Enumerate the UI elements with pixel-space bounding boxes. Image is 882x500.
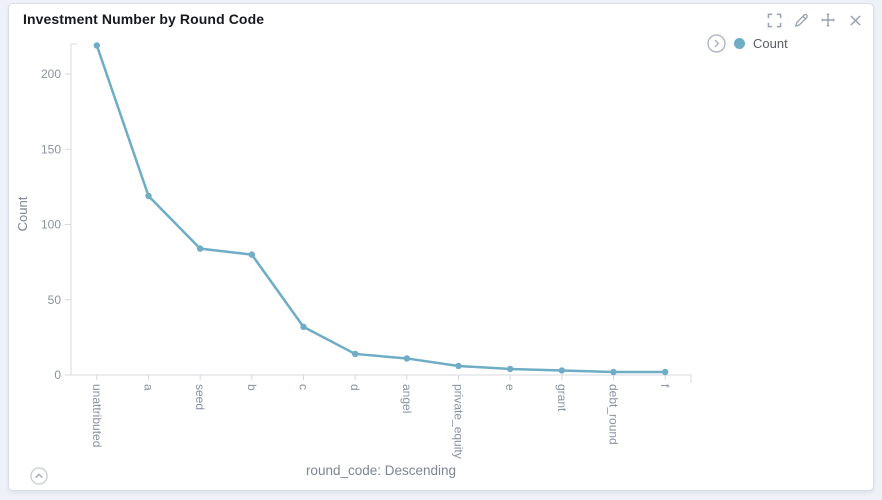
move-icon[interactable]: [820, 12, 836, 28]
x-tick-label: seed: [193, 384, 207, 410]
x-tick-label: unattributed: [90, 384, 104, 447]
data-point-grant[interactable]: [558, 367, 566, 374]
data-point-d[interactable]: [351, 350, 359, 358]
chart-legend: Count: [707, 34, 788, 53]
x-tick-label: e: [503, 384, 517, 391]
data-point-a[interactable]: [145, 192, 152, 200]
visualization-panel: Investment Number by Round Code: [8, 3, 874, 491]
line-series-count: [95, 44, 667, 374]
data-point-unattributed[interactable]: [93, 42, 101, 49]
panel-toolbar: [766, 12, 863, 28]
close-icon[interactable]: [847, 12, 863, 28]
chevron-up-icon[interactable]: [30, 467, 48, 485]
x-tick-label: b: [245, 384, 259, 391]
legend-label[interactable]: Count: [753, 36, 788, 51]
y-axis-title: Count: [15, 196, 30, 232]
data-point-e[interactable]: [506, 365, 514, 373]
x-tick-label: debt_round: [607, 384, 621, 445]
data-point-b[interactable]: [248, 251, 256, 258]
x-axis-title: round_code: Descending: [305, 463, 457, 478]
data-point-angel[interactable]: [403, 355, 411, 362]
data-point-debt_round[interactable]: [610, 368, 617, 376]
x-tick-label: grant: [555, 384, 569, 412]
data-point-seed[interactable]: [196, 245, 204, 252]
data-point-c[interactable]: [300, 323, 307, 331]
x-tick-label: a: [142, 384, 156, 391]
x-tick-label: c: [297, 384, 311, 390]
chevron-right-icon[interactable]: [707, 34, 726, 53]
edit-icon[interactable]: [793, 12, 809, 28]
axis-lines: [70, 43, 692, 383]
x-tick-label: d: [348, 384, 362, 391]
x-tick-label: angel: [400, 384, 414, 413]
x-tick-label: f: [658, 384, 672, 388]
x-tick-label: private_equity: [452, 384, 466, 459]
y-tick-label: 200: [41, 67, 61, 81]
fullscreen-icon[interactable]: [766, 12, 782, 28]
y-tick-label: 100: [41, 218, 61, 232]
y-tick-label: 0: [54, 368, 61, 382]
legend-swatch-count[interactable]: [734, 38, 745, 49]
line-chart: 0 50 100 150 200 unattributed a seed b c d angel pri…: [41, 42, 692, 459]
data-point-private_equity[interactable]: [455, 362, 462, 370]
y-tick-label: 50: [48, 293, 62, 307]
y-tick-label: 150: [41, 142, 61, 156]
data-point-f[interactable]: [661, 368, 669, 376]
panel-title: Investment Number by Round Code: [23, 11, 265, 27]
